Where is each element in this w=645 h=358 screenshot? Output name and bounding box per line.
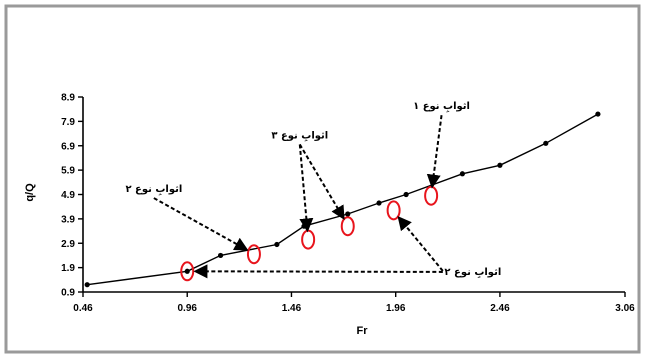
- x-tick-label: 0.46: [73, 303, 93, 314]
- plot-area: 0.9 1.9 2.9 3.9 4.9 5.9 6.9 7.9 8.9 0.46 0.96 1.46 1…: [24, 93, 635, 338]
- highlight-ellipse: [180, 261, 195, 282]
- x-tick-label: 1.46: [282, 303, 302, 314]
- chart-frame: [4, 4, 641, 354]
- data-point: [217, 252, 224, 259]
- data-point: [184, 268, 190, 274]
- highlight-ellipse: [386, 200, 401, 221]
- y-tick-label: 2.9: [61, 239, 75, 250]
- data-point: [376, 200, 382, 206]
- y-tick-label: 8.9: [61, 93, 75, 104]
- data-point: [301, 223, 307, 229]
- y-tick-label: 3.9: [61, 214, 75, 225]
- y-tick-label: 7.9: [61, 117, 75, 128]
- annotation-arrow: [298, 143, 345, 220]
- annotation-arrow: [193, 264, 443, 279]
- data-point: [459, 171, 465, 177]
- annotation-arrow: [397, 215, 444, 272]
- y-tick-label: 1.9: [61, 263, 75, 274]
- x-tick-label: 0.96: [177, 303, 197, 314]
- data-point: [595, 111, 601, 117]
- y-tick-label: 0.9: [61, 288, 75, 299]
- y-axis-title: q/Q: [24, 183, 36, 202]
- y-tick-label: 4.9: [61, 190, 75, 201]
- data-point: [543, 140, 549, 146]
- x-axis-title: Fr: [357, 325, 369, 337]
- data-point: [274, 241, 280, 248]
- highlight-ellipse: [246, 244, 261, 265]
- annotation-arrow: [298, 144, 314, 233]
- y-tick-label: 6.9: [61, 141, 75, 152]
- series-line: [87, 113, 599, 286]
- annotation-arrow: [153, 197, 249, 251]
- data-point: [497, 162, 503, 168]
- annotation-label: اثوابِ نوع ١: [413, 101, 470, 113]
- x-tick-label: 3.06: [615, 303, 635, 314]
- x-tick-label: 2.46: [490, 303, 510, 314]
- annotation-arrow: [426, 115, 443, 189]
- highlight-ellipse: [340, 216, 355, 237]
- annotation-label: اثوابِ نوع ٢: [125, 184, 182, 196]
- data-point: [403, 191, 409, 198]
- annotation-label: اثوابِ نوع ٣: [271, 130, 328, 142]
- data-point: [345, 211, 351, 217]
- annotation-label: اثوابِ نوع ٢: [444, 267, 501, 279]
- data-point: [84, 282, 90, 288]
- x-tick-label: 1.96: [386, 303, 406, 314]
- y-tick-label: 5.9: [61, 166, 75, 177]
